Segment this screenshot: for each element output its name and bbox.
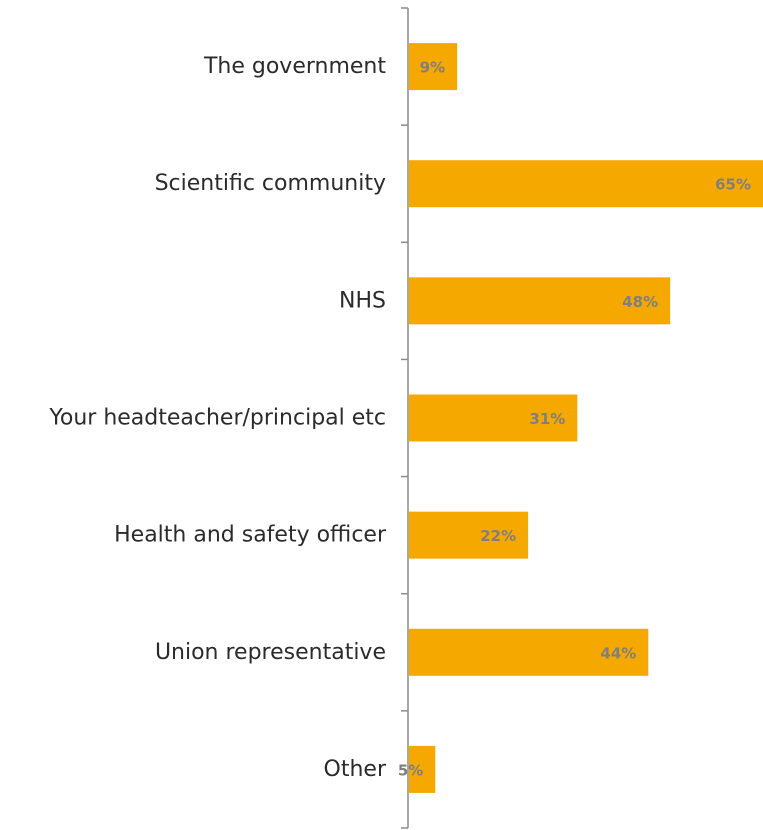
- bar: [409, 160, 763, 208]
- category-label: Your headteacher/principal etc: [48, 406, 386, 431]
- category-label: Health and safety officer: [114, 523, 387, 548]
- category-label: The government: [203, 54, 386, 79]
- value-label: 22%: [480, 527, 516, 545]
- bars-group: [409, 43, 763, 793]
- value-label: 65%: [715, 176, 751, 194]
- value-label: 5%: [398, 761, 423, 779]
- bar: [409, 745, 436, 793]
- category-label: Scientific community: [155, 171, 386, 196]
- value-label: 48%: [622, 293, 658, 311]
- category-label: NHS: [339, 288, 386, 313]
- value-labels-group: 9% 65% 48% 31% 22% 44% 5%: [398, 59, 751, 780]
- bar: [409, 277, 671, 325]
- bar: [409, 511, 529, 559]
- y-axis-group: [401, 7, 409, 829]
- category-label: Other: [324, 757, 387, 782]
- category-labels-group: The government Scientific community NHS You…: [48, 54, 387, 782]
- bar: [409, 43, 458, 91]
- value-label: 9%: [420, 59, 445, 77]
- bar: [409, 394, 578, 442]
- value-label: 44%: [600, 644, 636, 662]
- category-label: Union representative: [155, 640, 386, 665]
- value-label: 31%: [529, 410, 565, 428]
- bar: [409, 628, 649, 676]
